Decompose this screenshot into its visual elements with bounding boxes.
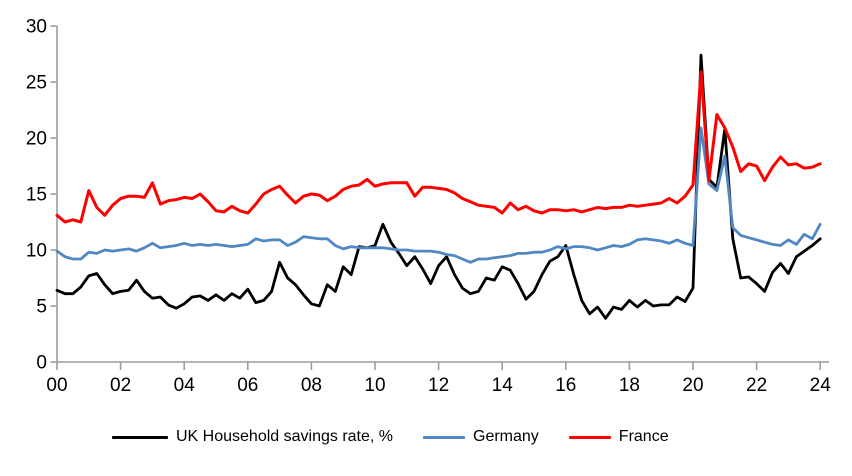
x-tick-label: 08: [301, 375, 322, 396]
legend-line-germany: [423, 435, 465, 439]
chart-legend: UK Household savings rate, % Germany Fra…: [112, 428, 699, 446]
x-tick-label: 00: [46, 375, 67, 396]
x-tick-label: 24: [810, 375, 832, 396]
legend-label-germany: Germany: [473, 428, 539, 445]
y-tick-label: 10: [26, 241, 47, 262]
x-tick-label: 12: [428, 375, 449, 396]
x-tick-label: 06: [237, 375, 258, 396]
x-tick-label: 22: [746, 375, 767, 396]
series-line-france: [55, 70, 822, 224]
y-tick-label: 25: [26, 73, 47, 94]
x-tick-label: 04: [174, 375, 196, 396]
legend-item-uk: UK Household savings rate, %: [112, 428, 393, 446]
y-tick-label: 20: [26, 129, 47, 150]
x-tick-label: 10: [364, 375, 385, 396]
x-tick-label: 18: [619, 375, 640, 396]
legend-label-france: France: [618, 428, 669, 445]
y-tick-label: 0: [36, 353, 47, 374]
y-tick-label: 15: [26, 185, 47, 206]
series-line-germany: [55, 126, 822, 264]
legend-line-uk: [112, 435, 168, 439]
series-line-uk: [55, 53, 822, 320]
legend-label-uk: UK Household savings rate, %: [176, 428, 393, 445]
y-tick-label: 30: [26, 17, 47, 38]
legend-item-france: France: [568, 428, 669, 446]
x-tick-label: 16: [555, 375, 576, 396]
legend-item-germany: Germany: [423, 428, 539, 446]
x-tick-label: 02: [110, 375, 131, 396]
x-tick-label: 20: [682, 375, 703, 396]
axes: [56, 26, 829, 363]
legend-line-france: [568, 435, 611, 439]
y-tick-label: 5: [36, 297, 47, 318]
x-tick-label: 14: [492, 375, 514, 396]
